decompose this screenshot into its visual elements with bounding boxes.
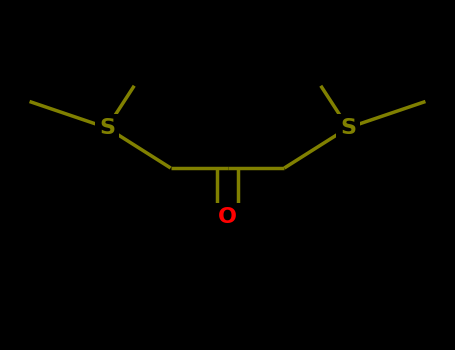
Text: S: S — [99, 118, 115, 138]
Text: O: O — [218, 207, 237, 227]
Text: S: S — [340, 118, 356, 138]
